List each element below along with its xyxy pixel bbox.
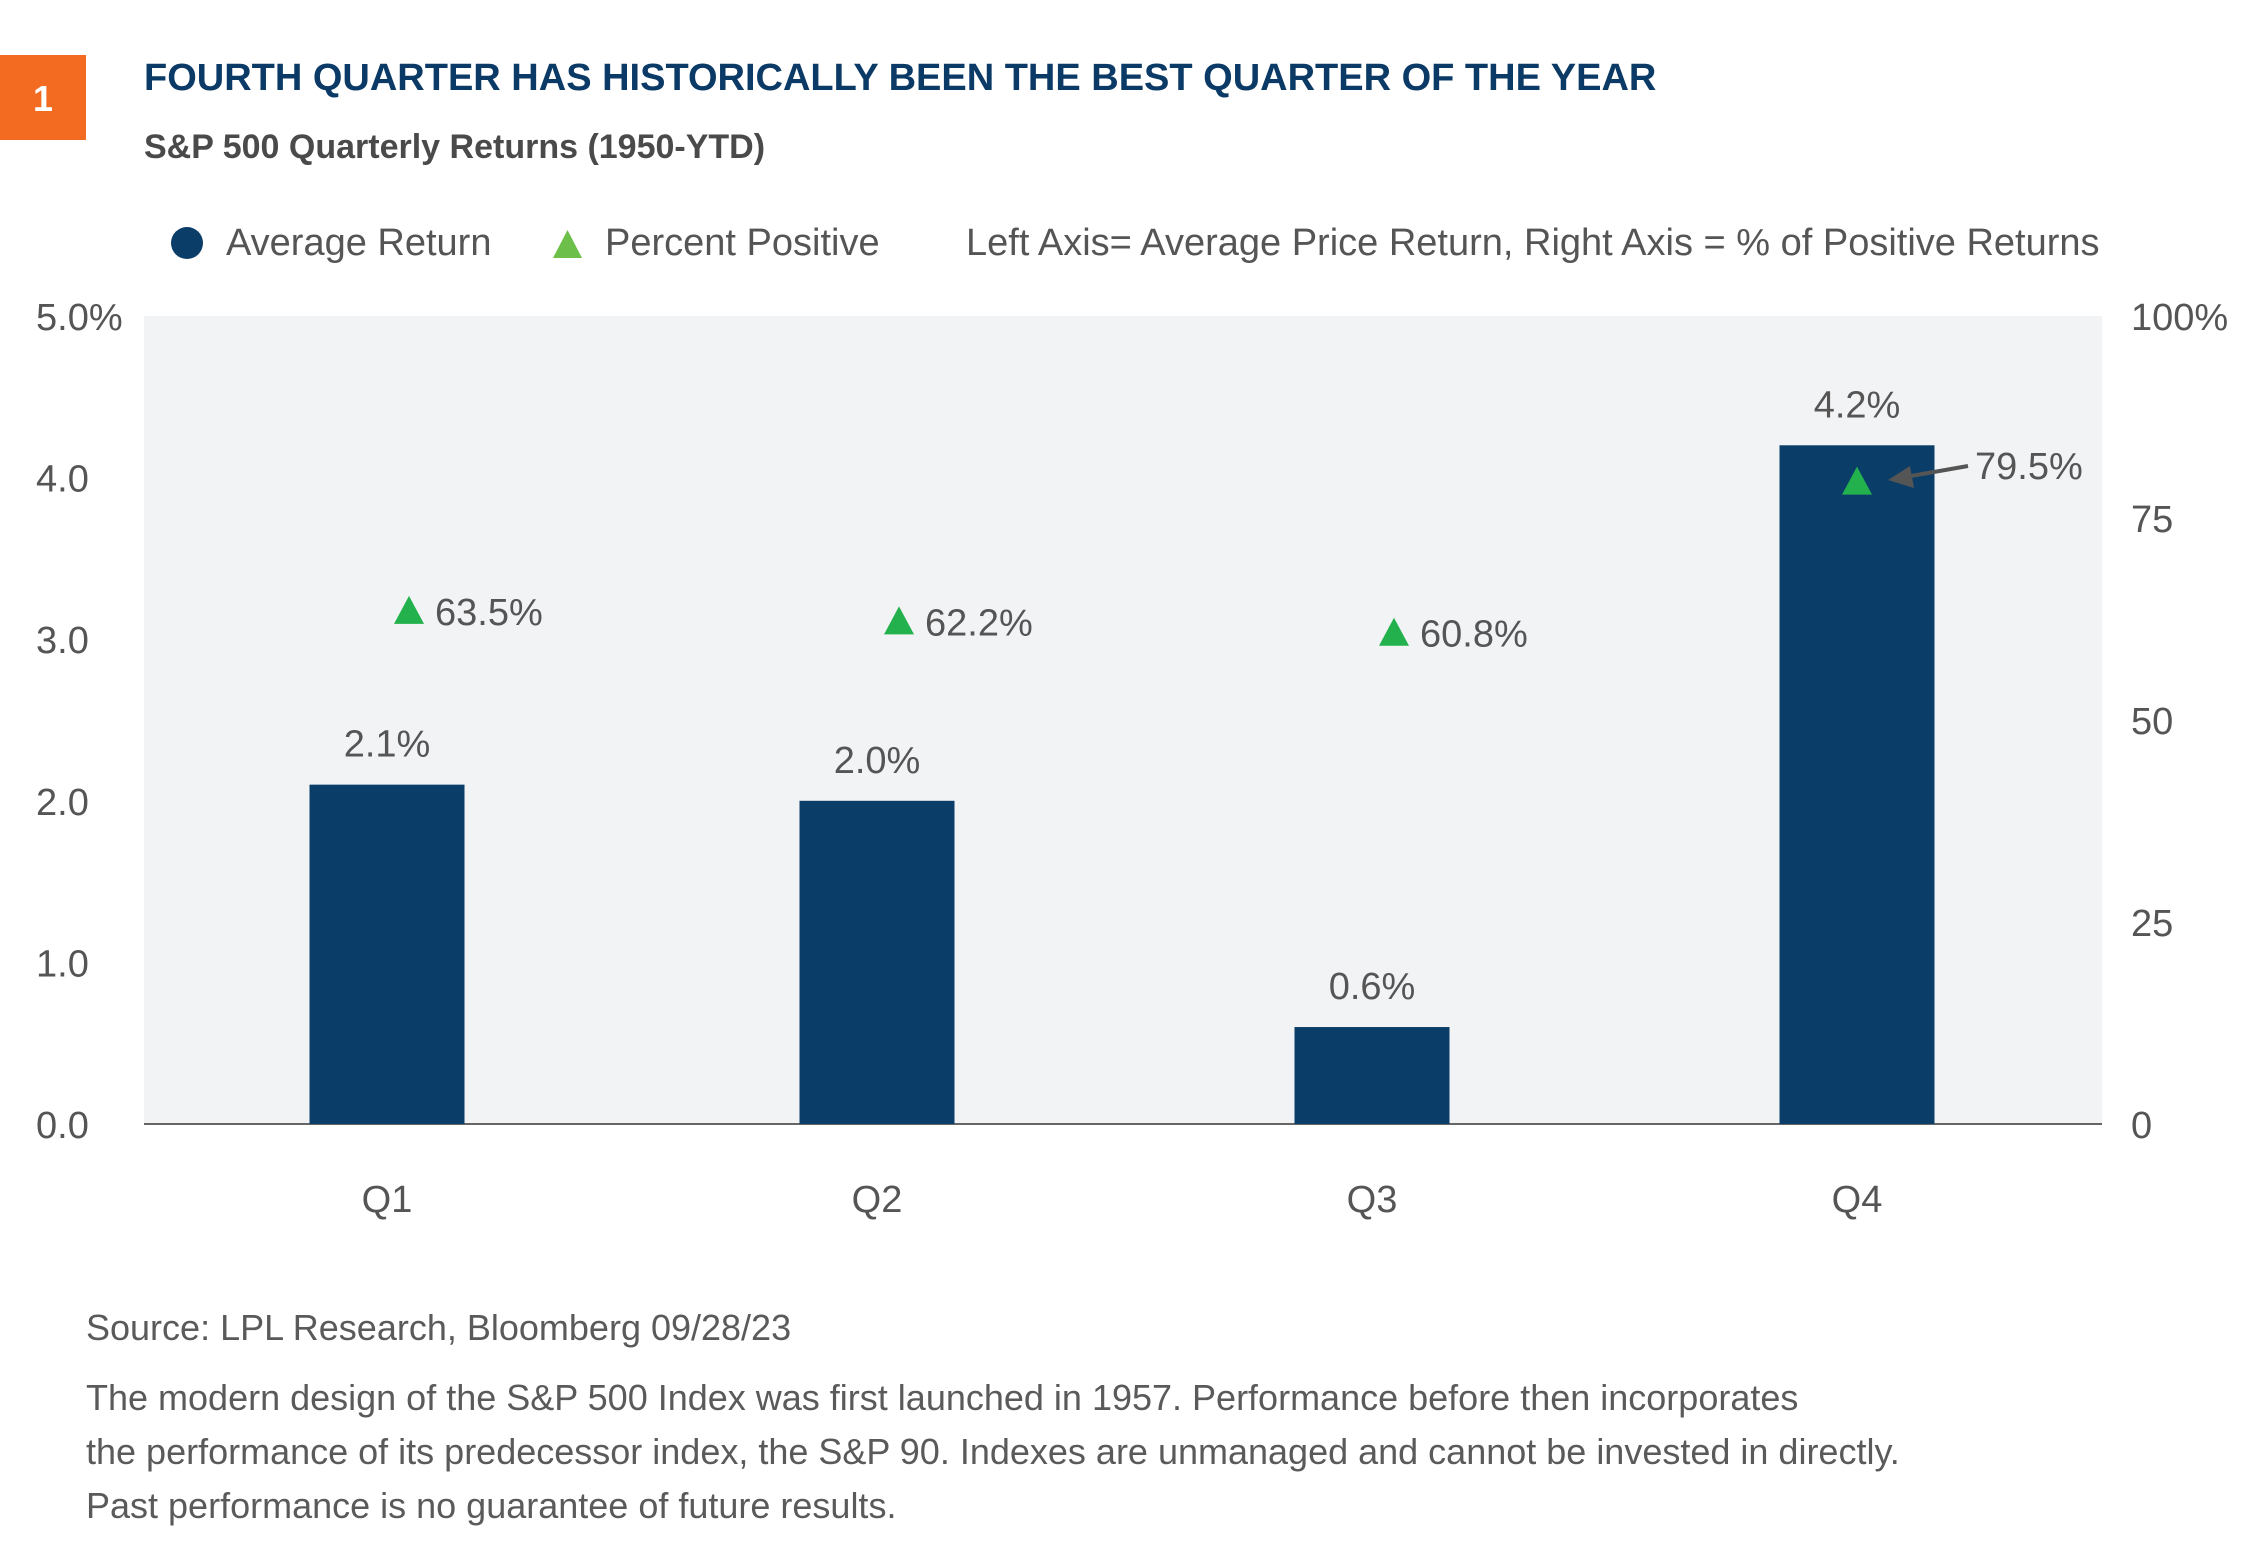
bar-label: 2.1% <box>344 724 431 766</box>
percent-positive-label: 63.5% <box>435 592 543 634</box>
chart-title: FOURTH QUARTER HAS HISTORICALLY BEEN THE… <box>144 57 1656 99</box>
right-axis-tick: 75 <box>2131 499 2173 541</box>
footnote-line-2: the performance of its predecessor index… <box>86 1431 1900 1472</box>
figure-badge <box>0 55 86 140</box>
bar-label: 4.2% <box>1814 384 1901 426</box>
arrow-line <box>1904 464 1969 479</box>
x-tick-label: Q1 <box>362 1179 413 1221</box>
figure-number: 1 <box>33 78 53 119</box>
x-tick-label: Q3 <box>1347 1179 1398 1221</box>
arrow-head-icon <box>1888 466 1914 488</box>
right-axis-tick: 0 <box>2131 1105 2152 1147</box>
x-tick-label: Q4 <box>1832 1179 1883 1221</box>
left-axis-tick: 4.0 <box>36 459 89 501</box>
legend-average-return: Average Return <box>226 222 491 264</box>
chart-subtitle: S&P 500 Quarterly Returns (1950-YTD) <box>144 128 765 166</box>
bar-label: 0.6% <box>1329 966 1416 1008</box>
percent-positive-marker-q1 <box>394 595 424 624</box>
left-axis-tick: 2.0 <box>36 782 89 824</box>
percent-positive-label: 79.5% <box>1975 446 2083 488</box>
percent-positive-marker-q2 <box>884 606 914 635</box>
right-axis-tick: 50 <box>2131 701 2173 743</box>
left-axis-tick: 3.0 <box>36 620 89 662</box>
left-axis-tick: 1.0 <box>36 943 89 985</box>
right-axis-tick: 100% <box>2131 297 2228 339</box>
left-axis-tick: 5.0% <box>36 297 123 339</box>
footnote-line-1: The modern design of the S&P 500 Index w… <box>86 1377 1798 1418</box>
bar-q3 <box>1294 1027 1450 1124</box>
plot-area <box>144 316 2102 1124</box>
bar-q1 <box>309 784 465 1124</box>
bar-label: 2.0% <box>834 740 921 782</box>
footnote-line-3: Past performance is no guarantee of futu… <box>86 1485 896 1526</box>
legend-triangle-icon <box>553 230 582 258</box>
percent-positive-label: 60.8% <box>1420 614 1528 656</box>
right-axis-tick: 25 <box>2131 903 2173 945</box>
source-note: Source: LPL Research, Bloomberg 09/28/23 <box>86 1307 791 1348</box>
bar-q4 <box>1779 445 1935 1124</box>
x-tick-label: Q2 <box>852 1179 903 1221</box>
legend-axis-note: Left Axis= Average Price Return, Right A… <box>966 222 2100 264</box>
percent-positive-marker-q4 <box>1842 466 1872 495</box>
legend-percent-positive: Percent Positive <box>605 222 880 264</box>
percent-positive-marker-q3 <box>1379 617 1409 646</box>
percent-positive-label: 62.2% <box>925 602 1033 644</box>
legend-circle-icon <box>171 227 203 259</box>
bar-q2 <box>799 800 955 1124</box>
left-axis-tick: 0.0 <box>36 1105 89 1147</box>
